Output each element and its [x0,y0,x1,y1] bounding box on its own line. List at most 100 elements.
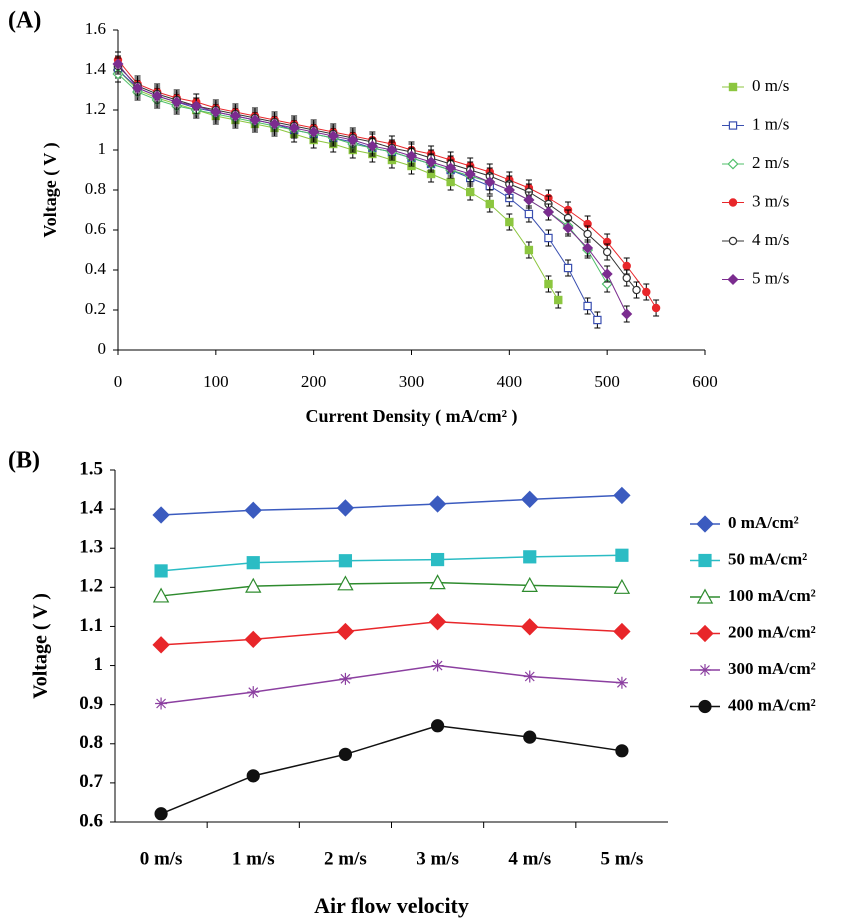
marker [728,236,738,246]
x-axis-title: Current Density ( mA/cm² ) [305,406,517,427]
marker [484,176,496,188]
marker [593,315,602,325]
series-line [160,664,622,705]
marker [171,96,183,108]
marker [503,184,515,196]
x-tick-label: 300 [399,372,425,391]
marker [425,156,437,168]
marker [698,553,712,568]
marker [245,577,262,593]
x-tick-label: 600 [692,372,718,391]
series-line [117,69,598,321]
marker [151,90,163,102]
marker [523,550,537,564]
marker [615,676,628,689]
y-tick-label: 0.8 [79,732,103,753]
marker [562,222,574,234]
y-tick-label: 1.6 [85,19,106,38]
series-line [161,620,622,646]
marker [132,82,144,94]
y-tick-label: 1 [94,654,104,675]
legend-label: 0 m/s [752,76,789,95]
marker [696,515,714,533]
y-tick-label: 0.6 [79,810,103,831]
marker [542,206,554,218]
series-line [161,554,622,572]
x-tick-label: 500 [594,372,620,391]
marker [405,150,418,162]
legend-label: 100 mA/cm² [728,586,816,605]
marker [155,697,168,710]
y-tick-label: 1.4 [79,497,103,518]
marker [613,486,631,505]
marker [431,659,444,672]
legend-label: 5 m/s [752,268,789,287]
marker [485,199,494,209]
marker [615,548,629,562]
legend-label: 0 mA/cm² [728,513,799,532]
marker [445,162,457,174]
marker [544,233,553,243]
marker [428,495,447,513]
marker [244,501,262,519]
marker [505,217,514,227]
marker [642,287,651,297]
marker [621,308,633,320]
marker [337,575,354,591]
marker [524,245,534,255]
series-line [161,581,622,597]
marker [521,618,539,636]
marker [622,273,631,283]
marker [339,672,352,685]
y-tick-label: 1.5 [79,458,103,479]
marker [727,158,739,170]
y-tick-label: 0.2 [85,299,106,318]
legend-label: 4 m/s [752,230,789,249]
marker [446,177,455,187]
legend-label: 400 mA/cm² [728,695,816,714]
panel-label: (A) [8,8,41,34]
marker [583,229,592,239]
marker [154,564,168,578]
x-tick-label: 1 m/s [232,848,275,869]
marker [244,630,262,648]
marker [583,301,592,311]
marker [336,622,355,641]
y-tick-label: 1.1 [79,615,103,636]
marker [347,134,359,146]
marker [246,769,260,783]
panel-label: (B) [8,448,40,474]
marker [728,82,738,92]
marker [544,279,553,289]
marker [602,247,612,257]
marker [152,506,170,524]
legend-label: 3 m/s [752,191,789,210]
legend-label: 200 mA/cm² [728,622,816,641]
legend-label: 1 m/s [752,114,789,133]
series-line [160,725,623,815]
marker [336,499,355,517]
x-tick-label: 100 [203,372,229,391]
marker [338,554,353,568]
marker [615,744,629,758]
marker [727,273,739,286]
marker [338,747,353,761]
marker [308,126,320,138]
y-axis-title: Voltage ( V ) [40,142,61,237]
x-tick-label: 3 m/s [416,848,459,869]
marker [112,58,124,70]
marker [154,807,168,821]
marker [152,587,170,603]
marker [249,114,261,126]
marker [523,730,537,744]
legend-label: 2 m/s [752,153,789,172]
y-tick-label: 0 [98,339,107,358]
marker [210,106,222,118]
marker [613,622,631,641]
y-tick-label: 1 [98,139,107,158]
marker [229,110,241,122]
series-line [161,494,622,516]
marker [430,719,445,733]
marker [563,263,573,273]
